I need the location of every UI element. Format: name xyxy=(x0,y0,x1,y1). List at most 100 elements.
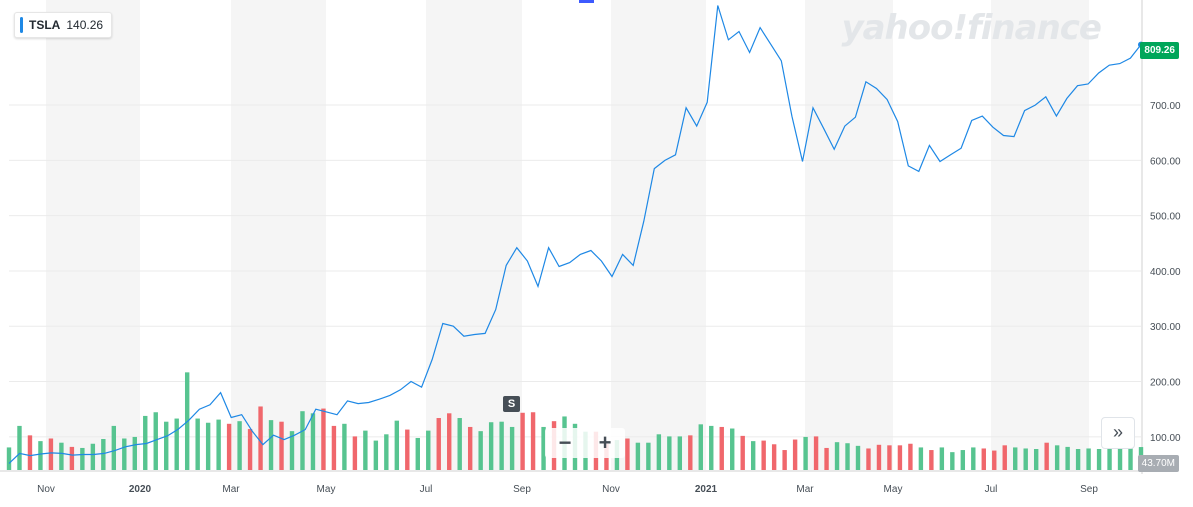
volume-bar xyxy=(939,447,945,470)
volume-bar xyxy=(237,421,242,470)
volume-bar xyxy=(101,439,106,470)
volume-bar xyxy=(929,450,934,470)
y-tick-label: 200.00 xyxy=(1150,378,1181,389)
volume-bar xyxy=(27,435,33,470)
last-price-badge: 809.26 xyxy=(1140,42,1179,59)
volume-bar xyxy=(950,452,955,470)
month-band xyxy=(805,0,893,470)
volume-bar xyxy=(1023,448,1028,470)
volume-bar xyxy=(59,442,64,470)
volume-bar xyxy=(992,450,997,470)
volume-bar xyxy=(740,435,745,470)
y-tick-label: 300.00 xyxy=(1150,322,1181,333)
yahoo-finance-logo: yahoo!finance xyxy=(841,8,1102,48)
symbol-legend[interactable]: TSLA 140.26 xyxy=(14,12,113,38)
y-tick-label: 100.00 xyxy=(1150,433,1181,444)
y-tick-label: 700.00 xyxy=(1150,101,1181,112)
volume-bar xyxy=(866,448,871,470)
x-tick-label: Nov xyxy=(602,484,620,495)
volume-bar xyxy=(509,426,515,470)
volume-bar xyxy=(258,406,263,470)
month-band xyxy=(46,0,140,470)
y-tick-label: 500.00 xyxy=(1150,212,1181,223)
volume-bar xyxy=(394,420,400,470)
volume-bar xyxy=(813,436,819,470)
volume-bar xyxy=(6,447,12,470)
volume-bar xyxy=(310,413,316,470)
volume-bar xyxy=(405,429,410,470)
volume-bar xyxy=(824,447,829,470)
volume-bar xyxy=(730,428,735,470)
volume-bar xyxy=(143,415,148,470)
volume-bar xyxy=(1086,448,1091,470)
month-band xyxy=(231,0,326,470)
volume-bar xyxy=(174,418,179,470)
volume-bar xyxy=(541,426,546,470)
volume-bar xyxy=(782,450,787,470)
volume-bar xyxy=(719,426,724,470)
volume-bar xyxy=(363,430,368,470)
volume-bar xyxy=(971,447,976,470)
volume-bar xyxy=(698,424,703,470)
volume-bar xyxy=(803,436,808,470)
volume-bar xyxy=(520,412,525,470)
legend-value: 140.26 xyxy=(66,18,104,32)
volume-bar xyxy=(426,430,431,470)
volume-bar xyxy=(38,441,43,470)
volume-bar xyxy=(352,436,358,470)
zoom-controls: − + xyxy=(545,428,625,458)
volume-bar xyxy=(289,431,295,470)
volume-bar xyxy=(436,418,441,470)
volume-bar xyxy=(384,434,389,470)
volume-bar xyxy=(625,438,630,470)
series-color-swatch xyxy=(20,17,23,33)
volume-badge: 43.70M xyxy=(1137,455,1179,472)
y-tick-label: 600.00 xyxy=(1150,156,1181,167)
x-tick-label: May xyxy=(884,484,903,495)
volume-bar xyxy=(1033,449,1039,470)
volume-bar xyxy=(1107,449,1112,470)
split-event-marker[interactable]: S xyxy=(503,396,520,412)
volume-bar xyxy=(530,412,536,470)
zoom-out-button[interactable]: − xyxy=(558,430,572,455)
volume-bar xyxy=(373,440,379,470)
volume-bar xyxy=(855,445,861,470)
volume-bar xyxy=(467,426,473,470)
volume-bar xyxy=(908,443,913,470)
expand-chart-button[interactable]: » xyxy=(1101,417,1135,449)
volume-bar xyxy=(457,418,462,470)
volume-bar xyxy=(80,447,85,470)
volume-bar xyxy=(48,438,54,470)
volume-bar xyxy=(792,439,798,470)
volume-bar xyxy=(300,411,305,470)
volume-bar xyxy=(17,425,22,470)
legend-symbol: TSLA xyxy=(29,18,61,32)
volume-bar xyxy=(876,444,882,470)
price-line xyxy=(8,5,1142,464)
volume-bar xyxy=(1117,447,1123,470)
volume-bar xyxy=(981,448,986,470)
volume-bar xyxy=(635,442,641,470)
volume-bar xyxy=(111,425,117,470)
volume-bar xyxy=(279,421,284,470)
volume-bar xyxy=(247,429,253,470)
volume-bar xyxy=(1013,447,1018,470)
volume-bar xyxy=(331,425,337,470)
zoom-in-button[interactable]: + xyxy=(598,430,612,455)
volume-bar xyxy=(216,419,221,470)
volume-bar xyxy=(205,422,211,470)
x-tick-label: Jul xyxy=(420,484,433,495)
volume-bar xyxy=(1065,446,1070,470)
x-tick-label: 2021 xyxy=(695,484,718,495)
volume-bar xyxy=(750,441,756,470)
volume-bar xyxy=(195,418,200,470)
month-band xyxy=(426,0,522,470)
x-tick-label: May xyxy=(317,484,336,495)
volume-bar xyxy=(499,421,504,470)
volume-bar xyxy=(1054,445,1060,470)
month-band xyxy=(611,0,706,470)
volume-bar xyxy=(342,423,347,470)
x-tick-label: 2020 xyxy=(129,484,152,495)
volume-bar xyxy=(478,431,483,470)
